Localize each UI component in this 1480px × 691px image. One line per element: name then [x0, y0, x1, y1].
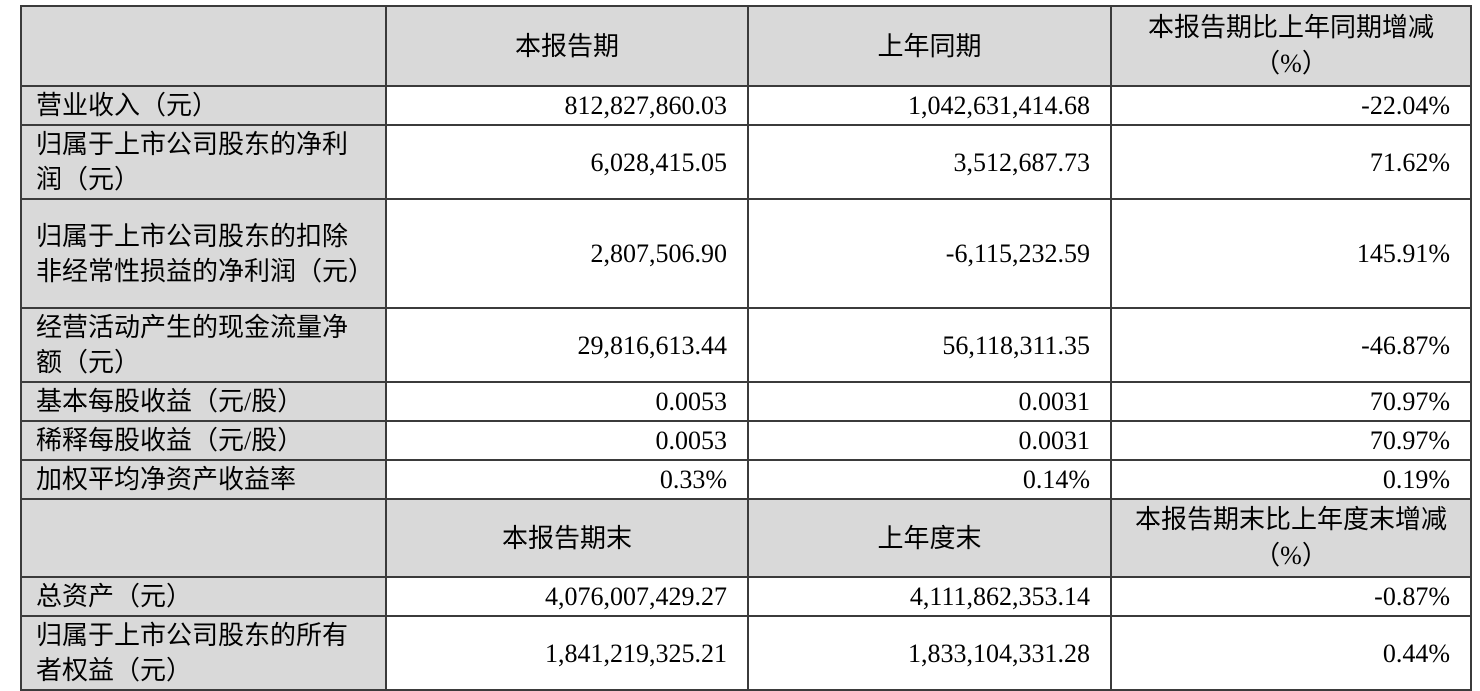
- value-change-pct: -0.87%: [1110, 576, 1472, 617]
- period-end-header-row: 本报告期末 上年度末 本报告期末比上年度末增减 （%）: [20, 498, 1472, 578]
- row-basic-eps: 基本每股收益（元/股） 0.0053 0.0031 70.97%: [20, 381, 1472, 422]
- value-current-period: 0.33%: [385, 459, 749, 500]
- col-header-prior-period: 上年同期: [747, 5, 1112, 87]
- metric-label: 基本每股收益（元/股）: [20, 381, 387, 422]
- corner-cell: [20, 5, 387, 87]
- value-prior-period: 0.14%: [747, 459, 1112, 500]
- value-prior-period: 0.0031: [747, 381, 1112, 422]
- value-change-pct: 0.44%: [1110, 615, 1472, 691]
- value-change-pct: -46.87%: [1110, 307, 1472, 383]
- value-current-period: 2,807,506.90: [385, 198, 749, 309]
- col-header-current-period-end: 本报告期末: [385, 498, 749, 578]
- value-change-pct: -22.04%: [1110, 85, 1472, 126]
- value-prior-period: 3,512,687.73: [747, 124, 1112, 200]
- metric-label: 营业收入（元）: [20, 85, 387, 126]
- value-prior-period: 0.0031: [747, 420, 1112, 461]
- col-header-change-pct: 本报告期比上年同期增减 （%）: [1110, 5, 1472, 87]
- col-header-prior-year-end: 上年度末: [747, 498, 1112, 578]
- value-prior-period: 1,042,631,414.68: [747, 85, 1112, 126]
- metric-label: 稀释每股收益（元/股）: [20, 420, 387, 461]
- value-prior-period: 56,118,311.35: [747, 307, 1112, 383]
- value-change-pct: 70.97%: [1110, 420, 1472, 461]
- row-total-assets: 总资产（元） 4,076,007,429.27 4,111,862,353.14…: [20, 576, 1472, 617]
- metric-label: 经营活动产生的现金流量净额（元）: [20, 307, 387, 383]
- value-change-pct: 71.62%: [1110, 124, 1472, 200]
- financial-summary-table: 本报告期 上年同期 本报告期比上年同期增减 （%） 营业收入（元） 812,82…: [20, 5, 1472, 691]
- metric-label: 加权平均净资产收益率: [20, 459, 387, 500]
- row-revenue: 营业收入（元） 812,827,860.03 1,042,631,414.68 …: [20, 85, 1472, 126]
- period-header-row: 本报告期 上年同期 本报告期比上年同期增减 （%）: [20, 5, 1472, 87]
- value-change-pct: 0.19%: [1110, 459, 1472, 500]
- row-shareholders-equity: 归属于上市公司股东的所有者权益（元） 1,841,219,325.21 1,83…: [20, 615, 1472, 691]
- value-current-period: 0.0053: [385, 381, 749, 422]
- col-header-current-period: 本报告期: [385, 5, 749, 87]
- metric-label: 归属于上市公司股东的所有者权益（元）: [20, 615, 387, 691]
- col-header-period-end-change-line2: （%）: [1254, 541, 1328, 570]
- value-current-period: 29,816,613.44: [385, 307, 749, 383]
- col-header-period-end-change-line1: 本报告期末比上年度末增减: [1134, 505, 1447, 534]
- metric-label: 总资产（元）: [20, 576, 387, 617]
- value-prior-period: -6,115,232.59: [747, 198, 1112, 309]
- value-change-pct: 70.97%: [1110, 381, 1472, 422]
- metric-label: 归属于上市公司股东的净利润（元）: [20, 124, 387, 200]
- metric-label: 归属于上市公司股东的扣除非经常性损益的净利润（元）: [20, 198, 387, 309]
- value-change-pct: 145.91%: [1110, 198, 1472, 309]
- row-net-profit-excl-nonrecurring: 归属于上市公司股东的扣除非经常性损益的净利润（元） 2,807,506.90 -…: [20, 198, 1472, 309]
- col-header-change-line2: （%）: [1254, 49, 1328, 78]
- col-header-change-line1: 本报告期比上年同期增减: [1147, 13, 1434, 42]
- value-current-period: 812,827,860.03: [385, 85, 749, 126]
- value-current-period: 0.0053: [385, 420, 749, 461]
- col-header-period-end-change-pct: 本报告期末比上年度末增减 （%）: [1110, 498, 1472, 578]
- value-prior-period: 4,111,862,353.14: [747, 576, 1112, 617]
- value-current-period: 4,076,007,429.27: [385, 576, 749, 617]
- row-operating-cash-flow: 经营活动产生的现金流量净额（元） 29,816,613.44 56,118,31…: [20, 307, 1472, 383]
- row-weighted-avg-roe: 加权平均净资产收益率 0.33% 0.14% 0.19%: [20, 459, 1472, 500]
- value-prior-period: 1,833,104,331.28: [747, 615, 1112, 691]
- row-diluted-eps: 稀释每股收益（元/股） 0.0053 0.0031 70.97%: [20, 420, 1472, 461]
- value-current-period: 1,841,219,325.21: [385, 615, 749, 691]
- value-current-period: 6,028,415.05: [385, 124, 749, 200]
- corner-cell: [20, 498, 387, 578]
- row-net-profit: 归属于上市公司股东的净利润（元） 6,028,415.05 3,512,687.…: [20, 124, 1472, 200]
